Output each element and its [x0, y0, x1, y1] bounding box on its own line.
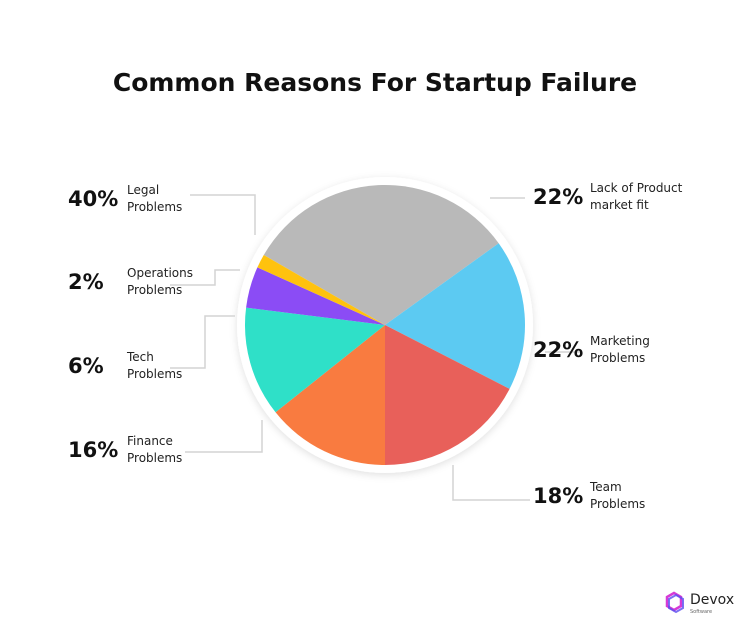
connector-line [185, 420, 263, 453]
value-label: 18% [533, 484, 584, 508]
value-label: 2% [68, 270, 104, 294]
connector-line [190, 194, 256, 235]
pie-slice [245, 307, 385, 413]
chart-title: Common Reasons For Startup Failure [112, 68, 638, 97]
value-label: 22% [533, 185, 584, 209]
category-label: Finance Problems [127, 434, 183, 465]
brand-name: Devox [690, 592, 735, 608]
pie-slice [246, 267, 385, 325]
pie-slice [263, 184, 499, 325]
pie-slice [385, 325, 510, 465]
category-label: Marketing Problems [590, 334, 650, 365]
category-label: Legal Problems [127, 183, 183, 214]
logo-icon [665, 591, 684, 614]
value-label: 22% [533, 338, 584, 362]
category-label: Team Problems [590, 480, 646, 511]
category-label: Tech Problems [127, 350, 183, 381]
pie-slice [275, 325, 385, 465]
category-label: Lack of Product market fit [590, 181, 683, 212]
value-label: 6% [68, 354, 104, 378]
connector-line [170, 315, 235, 369]
value-label: 16% [68, 438, 119, 462]
connector-line [170, 269, 240, 286]
value-label: 40% [68, 187, 119, 211]
pie-slice [257, 255, 385, 325]
category-label: Operations Problems [127, 266, 193, 297]
pie-slice [385, 243, 525, 389]
brand-tagline: Software [690, 609, 713, 615]
connector-line [452, 465, 530, 501]
